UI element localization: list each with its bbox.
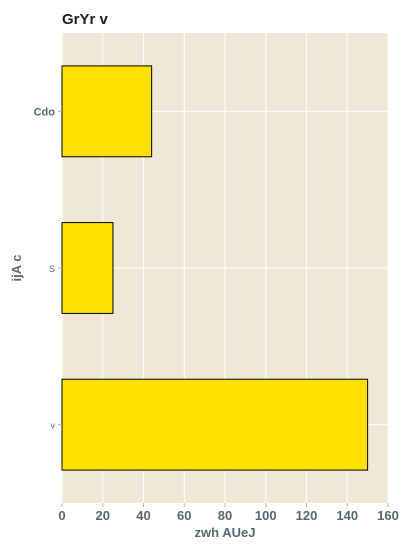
x-axis-label: zwh AUeJ [195, 525, 256, 540]
x-tick-label: 0 [58, 508, 65, 523]
x-tick-label: 100 [255, 508, 277, 523]
x-tick-label: 140 [336, 508, 358, 523]
bar-v [61, 378, 369, 471]
y-axis-label: ijA c [9, 255, 24, 282]
chart-title: GrYr v [62, 11, 109, 28]
bar-s [61, 222, 114, 314]
x-tick-label: 20 [96, 508, 110, 523]
y-tick-label: S [49, 264, 55, 274]
x-ticks: 0 20 40 60 80 100 120 140 160 [58, 503, 399, 523]
x-tick-label: 120 [296, 508, 318, 523]
y-tick-label: v [51, 421, 56, 431]
bar-cdo [61, 65, 153, 158]
x-tick-label: 60 [177, 508, 191, 523]
x-tick-label: 80 [218, 508, 232, 523]
y-tick-label: Cdo [34, 106, 56, 118]
y-ticks: Cdo Sv [34, 106, 62, 431]
bars [61, 65, 369, 471]
x-tick-label: 160 [377, 508, 399, 523]
x-tick-label: 40 [136, 508, 150, 523]
